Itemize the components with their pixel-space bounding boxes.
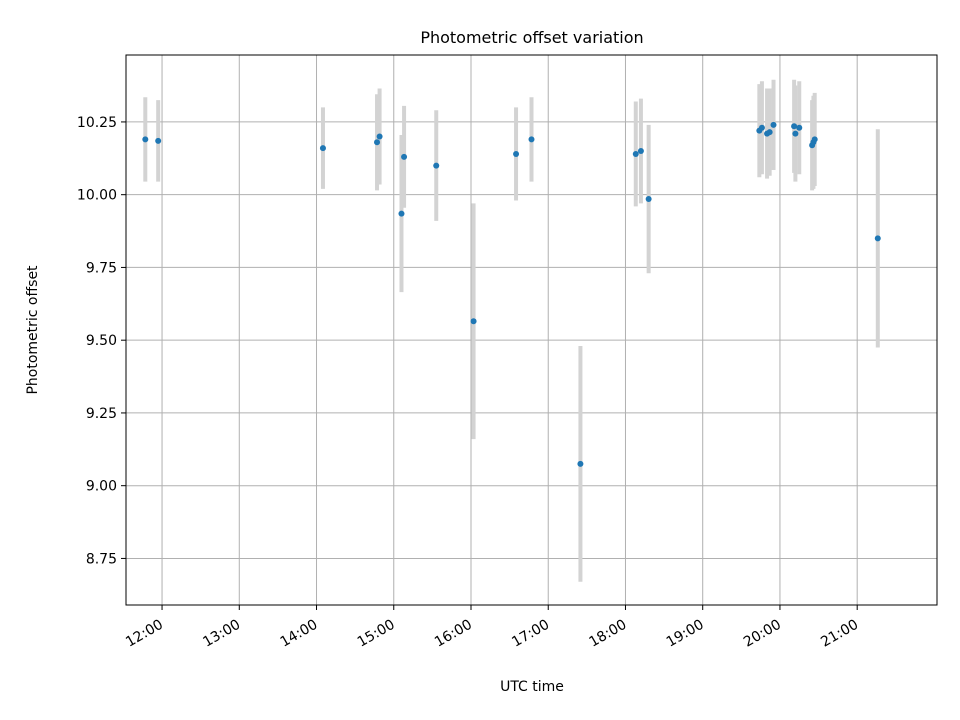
data-point [792,130,799,137]
data-point [791,123,798,130]
data-point [796,124,803,131]
y-tick-label: 10.25 [77,115,117,131]
data-points [142,121,881,467]
data-point [637,148,644,155]
data-point [632,150,639,157]
y-axis-label: Photometric offset [25,265,41,395]
data-point [770,121,777,128]
x-axis-label: UTC time [500,679,564,695]
data-point [758,124,765,131]
data-point [401,153,408,160]
data-point [470,318,477,325]
data-point [398,210,405,217]
plot-frame [125,54,938,606]
data-point [155,137,162,144]
chart-title: Photometric offset variation [420,28,643,47]
data-point [376,133,383,140]
y-tick-label: 9.25 [86,406,117,422]
y-axis: 8.75 9.00 9.25 9.50 9.75 10.00 10.25 [77,115,126,567]
data-point [766,129,773,136]
y-tick-label: 9.50 [86,333,117,349]
y-tick-label: 9.75 [86,260,117,276]
y-tick-label: 8.75 [86,551,117,567]
data-point [374,139,381,146]
data-point [577,460,584,467]
data-point [528,136,535,143]
data-point [874,235,881,242]
grid [126,55,937,605]
data-point [645,196,652,203]
data-point [142,136,149,143]
data-point [433,162,440,169]
y-tick-label: 9.00 [86,479,117,495]
data-point [513,150,520,157]
y-tick-label: 10.00 [77,188,117,204]
data-point [319,145,326,152]
data-point [811,136,818,143]
